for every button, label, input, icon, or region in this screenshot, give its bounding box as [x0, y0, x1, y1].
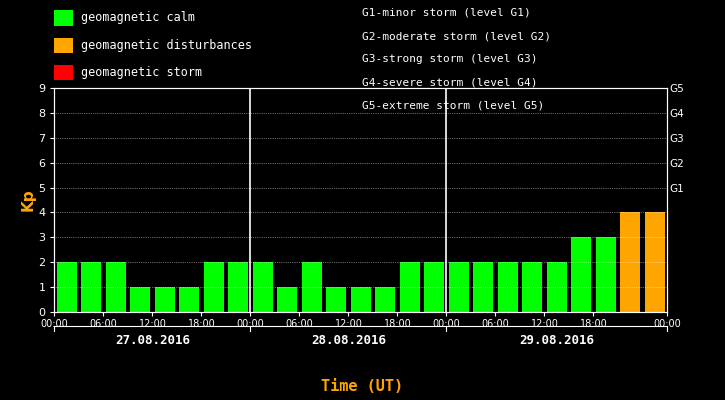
Y-axis label: Kp: Kp: [20, 189, 36, 211]
Bar: [204, 262, 224, 312]
Text: G4-severe storm (level G4): G4-severe storm (level G4): [362, 78, 538, 88]
Bar: [326, 287, 347, 312]
Bar: [252, 262, 273, 312]
Bar: [302, 262, 322, 312]
Bar: [497, 262, 518, 312]
Text: Time (UT): Time (UT): [321, 379, 404, 394]
Bar: [375, 287, 395, 312]
Bar: [228, 262, 248, 312]
Bar: [596, 237, 616, 312]
Bar: [57, 262, 77, 312]
Text: geomagnetic storm: geomagnetic storm: [81, 66, 202, 79]
Text: geomagnetic disturbances: geomagnetic disturbances: [81, 39, 252, 52]
Bar: [351, 287, 370, 312]
Bar: [154, 287, 175, 312]
Text: G5-extreme storm (level G5): G5-extreme storm (level G5): [362, 101, 544, 111]
Bar: [130, 287, 150, 312]
Bar: [399, 262, 420, 312]
Bar: [522, 262, 542, 312]
Bar: [645, 212, 665, 312]
Text: 29.08.2016: 29.08.2016: [519, 334, 594, 346]
Bar: [473, 262, 493, 312]
Text: 28.08.2016: 28.08.2016: [311, 334, 386, 346]
Text: G3-strong storm (level G3): G3-strong storm (level G3): [362, 54, 538, 64]
Text: 27.08.2016: 27.08.2016: [115, 334, 190, 346]
Bar: [424, 262, 444, 312]
Bar: [620, 212, 640, 312]
Text: G1-minor storm (level G1): G1-minor storm (level G1): [362, 8, 531, 18]
Bar: [106, 262, 125, 312]
Bar: [449, 262, 469, 312]
Bar: [571, 237, 592, 312]
Bar: [179, 287, 199, 312]
Bar: [547, 262, 567, 312]
Text: geomagnetic calm: geomagnetic calm: [81, 12, 195, 24]
Bar: [277, 287, 297, 312]
Bar: [81, 262, 102, 312]
Text: G2-moderate storm (level G2): G2-moderate storm (level G2): [362, 31, 552, 41]
